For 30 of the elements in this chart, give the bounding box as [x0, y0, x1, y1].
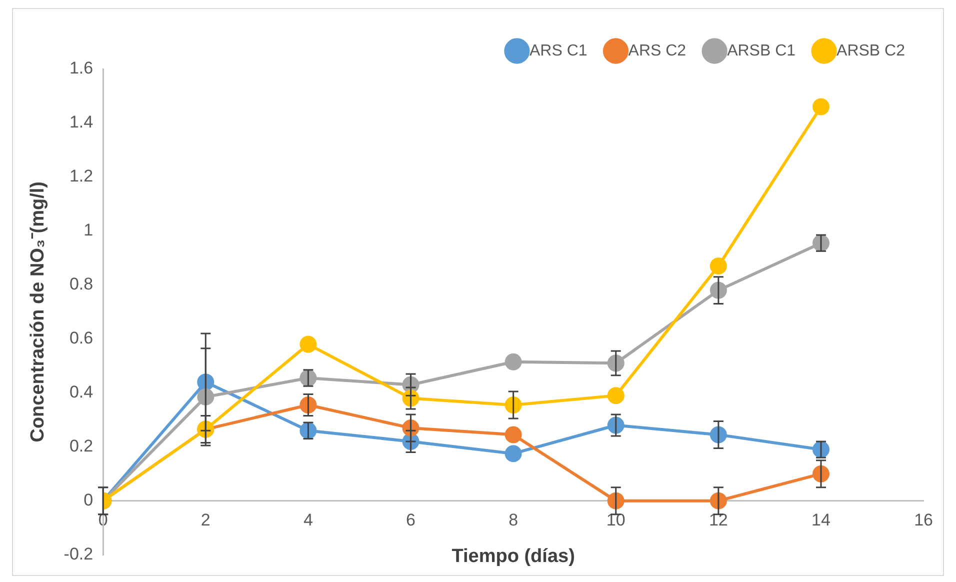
y-tick-label: 0.6 [69, 328, 94, 348]
y-tick-label: 1.6 [69, 58, 94, 78]
point [504, 426, 522, 444]
legend-label: ARSB C1 [727, 42, 796, 60]
x-axis-title: Tiempo (días) [452, 546, 575, 567]
x-tick-label: 10 [606, 510, 626, 530]
y-tick-label: 1.4 [69, 112, 94, 132]
point [812, 98, 830, 116]
point [710, 258, 727, 275]
point [607, 387, 624, 404]
point [504, 353, 522, 370]
x-tick-label: 8 [508, 510, 518, 530]
x-tick-label: 14 [812, 510, 830, 530]
y-tick-label: 0 [84, 490, 94, 510]
y-tick-label: 1.2 [69, 166, 94, 186]
x-tick-label: 2 [200, 510, 210, 530]
point [300, 336, 317, 353]
y-tick-label: 0.2 [69, 436, 94, 456]
x-tick-label: 16 [914, 510, 934, 530]
y-tick-label: 0.8 [69, 274, 94, 294]
legend-label: ARS C1 [529, 42, 588, 60]
point [504, 445, 522, 462]
x-tick-label: 4 [303, 510, 313, 530]
y-tick-label: 1 [84, 220, 94, 240]
legend-label: ARSB C2 [836, 42, 906, 60]
y-tick-label: 0.4 [69, 382, 94, 402]
x-tick-label: 6 [406, 510, 416, 530]
legend-label: ARS C2 [628, 42, 686, 60]
y-tick-label: -0.2 [64, 544, 94, 564]
y-axis-title: Concentración de NO₃⁻(mg/l) [28, 182, 49, 442]
